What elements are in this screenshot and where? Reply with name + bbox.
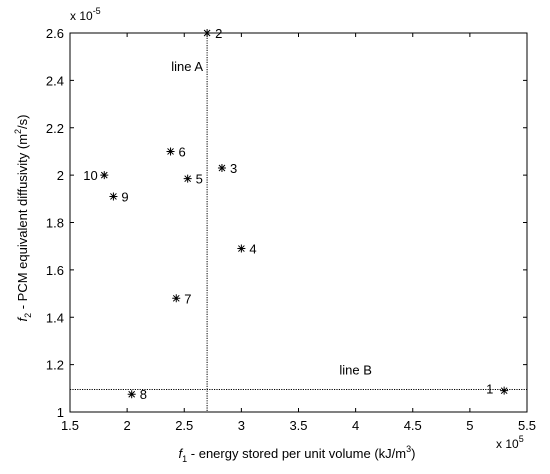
point-label: 10	[83, 168, 97, 183]
x-tick-label: 4.5	[404, 418, 422, 433]
data-point: 5	[183, 172, 203, 187]
point-marker	[237, 244, 246, 253]
point-marker	[183, 174, 192, 183]
y-axis-multiplier: x 10-5	[70, 6, 101, 23]
point-marker	[127, 390, 136, 399]
y-tick-label: 2	[57, 168, 64, 183]
reference-lines: line A line B	[70, 33, 527, 412]
point-label: 5	[196, 172, 203, 187]
point-label: 7	[184, 291, 191, 306]
x-tick-label: 2	[124, 418, 131, 433]
data-point: 3	[217, 161, 237, 176]
y-tick-label: 2.6	[46, 26, 64, 41]
point-marker	[166, 147, 175, 156]
y-tick-label: 1.2	[46, 358, 64, 373]
data-point: 4	[237, 242, 257, 257]
tick-marks: 1.5 2 2.5 3 3.5 4 4.5 5 5.5 1 1.2 1.4 1.6 1.8 2 2.2 2.4 2…	[46, 26, 536, 433]
y-tick-label: 1.8	[46, 216, 64, 231]
point-marker	[172, 294, 181, 303]
point-marker	[100, 171, 109, 180]
point-label: 4	[249, 242, 256, 257]
y-tick-label: 1	[57, 405, 64, 420]
data-points: 1 2 3 4 56 7 8 9 10	[83, 26, 509, 402]
point-label: 2	[215, 26, 222, 41]
x-tick-label: 2.5	[175, 418, 193, 433]
point-label: 6	[179, 144, 186, 159]
y-tick-label: 1.6	[46, 263, 64, 278]
data-point: 7	[172, 291, 191, 306]
point-label: 8	[140, 387, 147, 402]
y-tick-label: 2.2	[46, 121, 64, 136]
x-tick-label: 3	[238, 418, 245, 433]
y-axis-label: f2 - PCM equivalent diffusivity (m2/s)	[13, 114, 33, 321]
data-point: 9	[109, 189, 129, 204]
point-label: 9	[121, 189, 128, 204]
x-axis-label: f1 - energy stored per unit volume (kJ/m…	[179, 444, 416, 464]
data-point: 10	[83, 168, 109, 183]
y-tick-label: 1.4	[46, 310, 64, 325]
axes	[69, 32, 528, 413]
reference-line-a-label: line A	[171, 59, 203, 74]
point-label: 1	[486, 382, 493, 397]
point-label: 3	[230, 161, 237, 176]
x-tick-label: 4	[352, 418, 359, 433]
x-tick-label: 5	[466, 418, 473, 433]
x-axis-multiplier: x 105	[496, 434, 524, 451]
y-tick-label: 2.4	[46, 73, 64, 88]
point-marker	[500, 386, 509, 395]
data-point: 2	[203, 26, 222, 41]
data-point: 8	[127, 387, 147, 402]
x-tick-label: 5.5	[518, 418, 536, 433]
point-marker	[203, 29, 212, 37]
data-point: 6	[166, 144, 186, 159]
x-tick-label: 3.5	[289, 418, 307, 433]
point-marker	[109, 192, 118, 201]
plot-frame	[69, 32, 528, 413]
point-marker	[217, 164, 226, 173]
reference-line-b-label: line B	[339, 362, 372, 377]
x-tick-label: 1.5	[61, 418, 79, 433]
data-point: 1	[486, 382, 509, 397]
